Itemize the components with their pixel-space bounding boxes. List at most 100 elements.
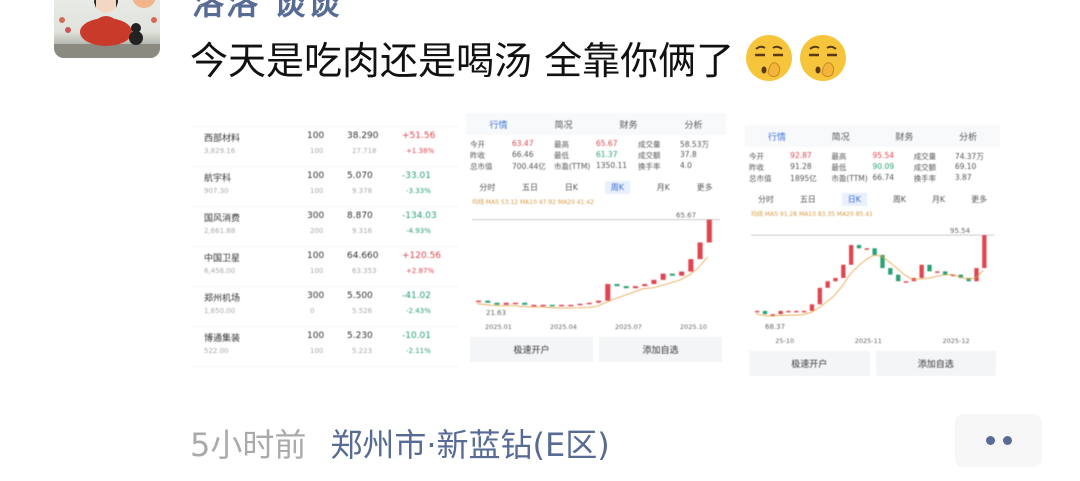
tab-2[interactable]: 财务	[895, 132, 914, 143]
low-price-label: 21.63	[486, 309, 506, 317]
stock-stats: 今开 63.47 最高 65.67 成交量 58.53万 昨收 66.46 最低 61.37 成交额…	[466, 135, 726, 172]
candle	[476, 300, 482, 303]
period-tab[interactable]: 更多	[696, 182, 713, 192]
holding-row[interactable]: 郑州机场 1,650.00 300 0 5.500 5.526 -41.02 -2.43%	[192, 287, 458, 327]
holding-row[interactable]: 西部材料 3,829.16 100 100 38.290 27.718 +51.56 +1.3…	[192, 127, 458, 167]
candle	[943, 271, 948, 275]
profit-pct: -2.43%	[406, 307, 431, 315]
image-stock-chart-2[interactable]: 行情 简况 财务 分析 今开 92.87 最高 95.54 成交量 74.37万 昨收 91.28 最…	[745, 113, 1000, 380]
stat-label: 成交量	[638, 140, 661, 149]
stat-value: 4.0	[680, 161, 692, 170]
candlestick-chart: 95.54 68.37	[751, 227, 994, 331]
period-tab[interactable]: 分时	[757, 194, 774, 204]
period-tab[interactable]: 五日	[799, 194, 816, 204]
avatar[interactable]	[54, 0, 160, 58]
holding-row-partial	[192, 113, 458, 127]
holding-row[interactable]: 航宇科 907.30 100 100 5.070 9.378 -33.01 -3.33%	[192, 167, 458, 207]
tab-3[interactable]: 分析	[959, 132, 978, 143]
more-actions-button[interactable]	[955, 414, 1042, 467]
candle	[849, 245, 854, 265]
profit-loss: -41.02	[402, 291, 432, 301]
tab-3[interactable]: 分析	[684, 120, 703, 131]
candle	[614, 284, 620, 287]
candle	[778, 310, 783, 315]
quantity: 100	[307, 131, 325, 141]
author-name[interactable]: 洛洛 谈谈	[192, 0, 342, 22]
market-value: 2,661.88	[204, 227, 236, 235]
dot-icon	[1002, 436, 1012, 445]
stat-label: 昨收	[470, 151, 485, 160]
candle	[919, 264, 924, 278]
market-value: 907.30	[204, 187, 229, 195]
candle	[485, 300, 491, 303]
post-meta: 5小时前 郑州市·新蓝钻(E区)	[190, 420, 610, 466]
candle	[577, 303, 583, 306]
stat-value: 1350.11	[596, 161, 628, 170]
candle	[706, 219, 712, 243]
period-tab[interactable]: 更多	[971, 194, 988, 204]
tab-0[interactable]: 行情	[767, 132, 786, 143]
candle	[896, 274, 901, 282]
tab-1[interactable]: 简况	[831, 132, 850, 143]
high-price-label: 65.67	[676, 212, 696, 220]
candle	[669, 273, 675, 276]
candle	[927, 264, 932, 272]
candle	[825, 281, 830, 288]
date-tick: 2025.10	[680, 323, 707, 331]
candle	[494, 302, 500, 305]
profit-loss: +51.56	[402, 131, 436, 141]
stat-value: 65.67	[596, 139, 618, 148]
holding-row[interactable]: 国风消费 2,661.88 300 200 8.870 9.316 -134.03 -4.93…	[192, 207, 458, 247]
period-tab[interactable]: 月K	[931, 194, 946, 204]
candlestick-chart: 65.67 21.63	[472, 212, 720, 317]
candle	[642, 284, 648, 287]
candle	[522, 302, 528, 305]
candle	[833, 277, 838, 282]
available-quantity: 100	[310, 147, 324, 155]
cost-price: 5.526	[352, 307, 373, 315]
stats-row: 总市值 700.44亿 市盈(TTM) 1350.11 换手率 4.0	[470, 161, 722, 172]
stat-value: 74.37万	[954, 152, 984, 161]
avatar-girl-illustration	[54, 0, 160, 58]
stat-value: 1895亿	[790, 174, 817, 183]
post-time: 5小时前	[190, 426, 307, 464]
period-tab[interactable]: 日K	[564, 182, 578, 192]
open-account-button[interactable]: 极速开户	[470, 337, 593, 362]
stat-value: 90.09	[872, 162, 894, 171]
cost-price: 27.718	[352, 147, 377, 155]
period-tab[interactable]: 月K	[656, 182, 670, 192]
cost-price: 5.223	[352, 347, 373, 355]
tab-2[interactable]: 财务	[619, 120, 638, 131]
period-tab[interactable]: 日K	[841, 192, 867, 206]
tab-0[interactable]: 行情	[489, 120, 508, 131]
ma-line	[755, 254, 984, 317]
period-tab[interactable]: 周K	[604, 180, 630, 194]
candle	[697, 242, 703, 260]
open-account-button[interactable]: 极速开户	[749, 351, 870, 376]
tab-1[interactable]: 简况	[554, 120, 573, 131]
add-watchlist-button[interactable]: 添加自选	[599, 337, 722, 362]
stock-name: 中国卫星	[204, 254, 241, 264]
market-value: 522.00	[204, 347, 229, 355]
image-stock-chart-1[interactable]: 行情 简况 财务 分析 今开 63.47 最高 65.67 成交量 58.53万 昨收 66.46 最…	[466, 113, 726, 380]
profit-pct: +1.38%	[406, 147, 435, 155]
candle	[794, 310, 799, 313]
holding-row[interactable]: 中国卫星 6,456.00 100 100 64.660 63.353 +120.56 +2.…	[192, 247, 458, 287]
candle	[864, 248, 869, 250]
add-watchlist-button[interactable]: 添加自选	[875, 351, 996, 376]
period-tab[interactable]: 五日	[522, 182, 539, 192]
stock-name: 西部材料	[204, 134, 241, 144]
high-price-label: 95.54	[950, 227, 971, 235]
profit-loss: +120.56	[402, 251, 442, 261]
image-holdings-list[interactable]: 西部材料 3,829.16 100 100 38.290 27.718 +51.56 +1.3…	[192, 113, 458, 380]
candle	[809, 304, 815, 311]
profit-loss: -134.03	[402, 211, 437, 221]
stat-value: 63.47	[512, 139, 534, 148]
post-location[interactable]: 郑州市·新蓝钻(E区)	[330, 426, 610, 464]
stats-row: 总市值 1895亿 市盈(TTM) 66.74 换手率 3.87	[749, 173, 996, 184]
period-tab[interactable]: 分时	[479, 182, 496, 192]
period-tab[interactable]: 周K	[892, 194, 907, 204]
holding-row[interactable]: 博通集装 522.00 100 100 5.230 5.223 -10.01 -2.11%	[192, 327, 458, 367]
profit-loss: -33.01	[402, 171, 432, 181]
candle	[872, 248, 877, 255]
